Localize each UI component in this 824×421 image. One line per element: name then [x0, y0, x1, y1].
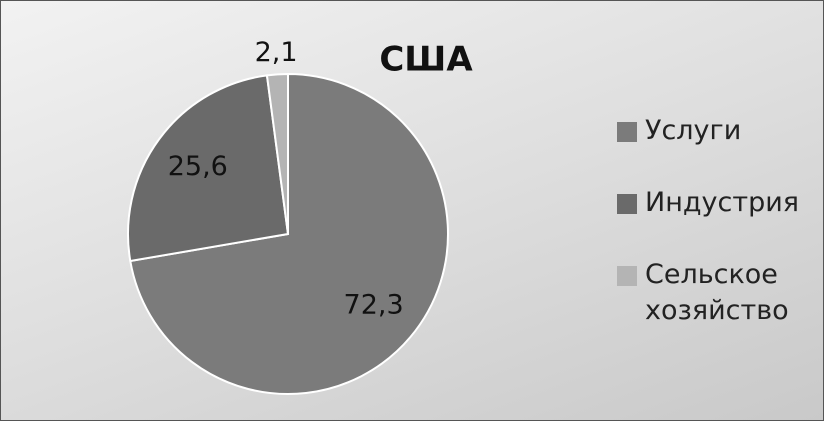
legend-swatch: [617, 194, 637, 214]
legend-swatch: [617, 122, 637, 142]
pie-slice: [129, 72, 449, 395]
legend-item: Индустрия: [617, 185, 822, 221]
legend-label: Индустрия: [645, 187, 799, 218]
legend-item: Услуги: [617, 113, 822, 149]
data-label: 25,6: [168, 151, 228, 182]
legend-item: Сельское хозяйство: [617, 257, 822, 329]
legend-label: Сельское хозяйство: [645, 259, 789, 326]
legend-label: Услуги: [645, 115, 742, 146]
data-label: 2,1: [255, 37, 298, 68]
legend: Услуги Индустрия Сельское хозяйство: [617, 113, 822, 365]
pie-slice: [265, 72, 289, 235]
chart-title: США: [379, 40, 473, 80]
pie-slice: [127, 74, 290, 263]
data-label: 72,3: [344, 290, 404, 321]
legend-swatch: [617, 266, 637, 286]
